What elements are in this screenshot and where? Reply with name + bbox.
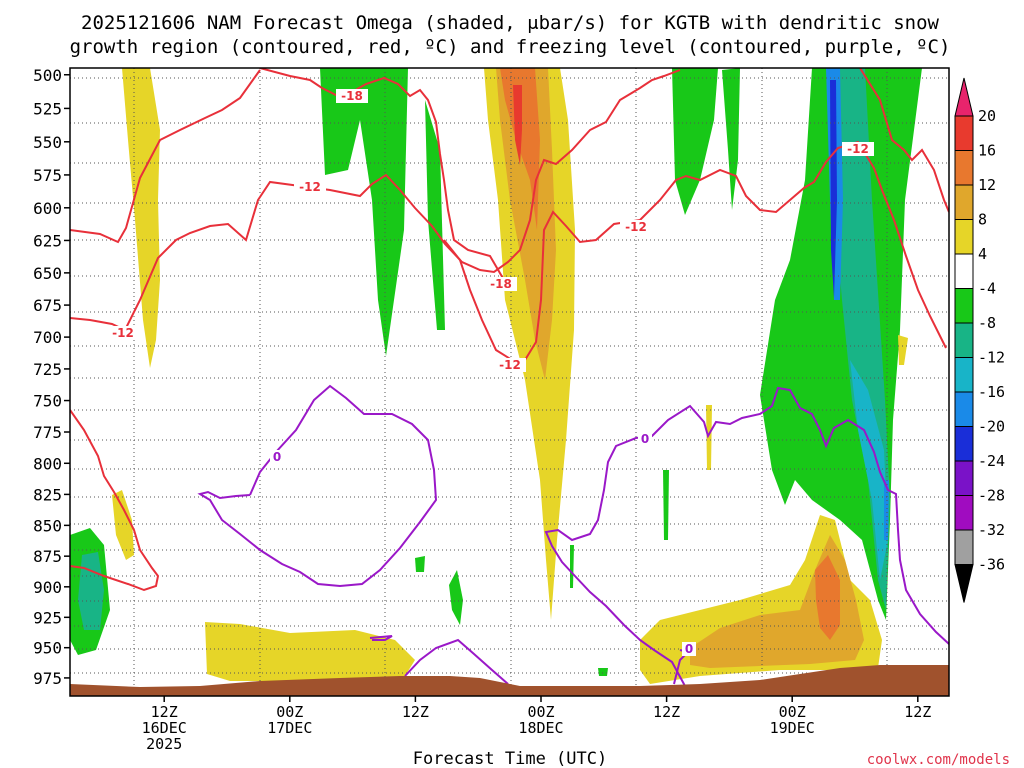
y-tick-label: 675 bbox=[33, 296, 62, 315]
freezing-label-3: 0 bbox=[685, 642, 693, 656]
colorbar-tick-label: -28 bbox=[978, 487, 1005, 505]
colorbar-swatch bbox=[954, 460, 974, 496]
y-tick-label: 975 bbox=[33, 669, 62, 688]
freezing-level-labels: 0 0 0 bbox=[270, 432, 696, 656]
terrain-fill bbox=[70, 665, 949, 696]
x-tick-label: 17DEC bbox=[267, 719, 312, 737]
dgz-label-5: -18 bbox=[490, 277, 512, 291]
dgz-label-1: -18 bbox=[341, 89, 363, 103]
x-tick-label: 12Z bbox=[653, 703, 680, 721]
colorbar-tick-label: -36 bbox=[978, 556, 1005, 574]
x-tick-label: 00Z bbox=[527, 703, 554, 721]
colorbar-tick-label: 12 bbox=[978, 176, 996, 194]
y-tick-label: 725 bbox=[33, 360, 62, 379]
credit-text: coolwx.com/models bbox=[867, 752, 1010, 768]
y-tick-label: 500 bbox=[33, 66, 62, 85]
colorbar-swatch bbox=[954, 115, 974, 151]
colorbar-top-arrow bbox=[954, 77, 974, 117]
colorbar-tick-label: -12 bbox=[978, 349, 1005, 367]
x-tick-label: 18DEC bbox=[518, 719, 563, 737]
x-tick-label: 12Z bbox=[151, 703, 178, 721]
y-tick-label: 950 bbox=[33, 639, 62, 658]
colorbar-swatch bbox=[954, 322, 974, 358]
dgz-label-6: -12 bbox=[499, 358, 521, 372]
colorbar-swatch bbox=[954, 253, 974, 289]
dgz-contours bbox=[70, 68, 949, 592]
y-tick-label: 650 bbox=[33, 264, 62, 283]
y-tick-label: 775 bbox=[33, 423, 62, 442]
colorbar-tick-label: -4 bbox=[978, 280, 996, 298]
colorbar-tick-label: 16 bbox=[978, 142, 996, 160]
dgz-contour-labels: -18 -12 -12 -12 -18 -12 -12 bbox=[107, 89, 874, 372]
colorbar-swatch bbox=[954, 426, 974, 462]
colorbar-tick-label: 20 bbox=[978, 107, 996, 125]
freezing-label-2: 0 bbox=[641, 432, 649, 446]
y-tick-label: 625 bbox=[33, 231, 62, 250]
colorbar-tick-label: -32 bbox=[978, 521, 1005, 539]
colorbar-swatch bbox=[954, 219, 974, 255]
chart-title-line1: 2025121606 NAM Forecast Omega (shaded, μ… bbox=[81, 12, 939, 34]
y-tick-label: 550 bbox=[33, 133, 62, 152]
colorbar-swatch bbox=[954, 495, 974, 531]
y-tick-label: 800 bbox=[33, 454, 62, 473]
chart-title-line2: growth region (contoured, red, ºC) and f… bbox=[70, 36, 951, 58]
y-tick-label: 900 bbox=[33, 578, 62, 597]
x-tick-label: 00Z bbox=[276, 703, 303, 721]
dgz-label-2: -12 bbox=[299, 180, 321, 194]
colorbar-tick-label: -20 bbox=[978, 418, 1005, 436]
y-tick-label: 700 bbox=[33, 328, 62, 347]
omega-positive-shading bbox=[112, 68, 908, 684]
colorbar-tick-label: -24 bbox=[978, 452, 1005, 470]
plot-frame bbox=[69, 67, 950, 697]
colorbar: 20 16 12 8 4 -4 -8 -12 -16 -20 -24 -28 -32 -36 bbox=[954, 77, 1005, 603]
y-tick-label: 925 bbox=[33, 608, 62, 627]
colorbar-swatch bbox=[954, 357, 974, 393]
dgz-label-4: -12 bbox=[625, 220, 647, 234]
colorbar-tick-label: 4 bbox=[978, 245, 987, 263]
freezing-level-contours bbox=[197, 384, 949, 687]
colorbar-tick-label: 8 bbox=[978, 211, 987, 229]
colorbar-bottom-arrow bbox=[954, 564, 974, 603]
colorbar-swatch bbox=[954, 529, 974, 565]
colorbar-swatch bbox=[954, 288, 974, 324]
colorbar-swatch bbox=[954, 391, 974, 427]
y-axis: 500 525 550 575 600 625 650 675 700 725 750 775 800 8… bbox=[33, 66, 70, 688]
y-tick-label: 850 bbox=[33, 516, 62, 535]
y-tick-label: 575 bbox=[33, 166, 62, 185]
y-tick-label: 600 bbox=[33, 199, 62, 218]
colorbar-tick-label: -16 bbox=[978, 383, 1005, 401]
x-tick-label: 19DEC bbox=[770, 719, 815, 737]
plot-area: -18 -12 -12 -12 -18 -12 -12 0 bbox=[70, 68, 949, 696]
x-tick-label: 12Z bbox=[904, 703, 931, 721]
x-axis-label: Forecast Time (UTC) bbox=[413, 749, 607, 768]
colorbar-swatch bbox=[954, 150, 974, 186]
x-tick-label: 2025 bbox=[146, 735, 182, 753]
y-tick-label: 750 bbox=[33, 392, 62, 411]
y-tick-label: 875 bbox=[33, 547, 62, 566]
colorbar-swatch bbox=[954, 184, 974, 220]
x-tick-label: 12Z bbox=[402, 703, 429, 721]
x-tick-label: 00Z bbox=[779, 703, 806, 721]
dgz-label-3: -12 bbox=[112, 326, 134, 340]
x-tick-label: 16DEC bbox=[142, 719, 187, 737]
colorbar-tick-label: -8 bbox=[978, 314, 996, 332]
dgz-label-7: -12 bbox=[847, 142, 869, 156]
freezing-label-1: 0 bbox=[273, 450, 281, 464]
y-tick-label: 525 bbox=[33, 99, 62, 118]
y-tick-label: 825 bbox=[33, 485, 62, 504]
